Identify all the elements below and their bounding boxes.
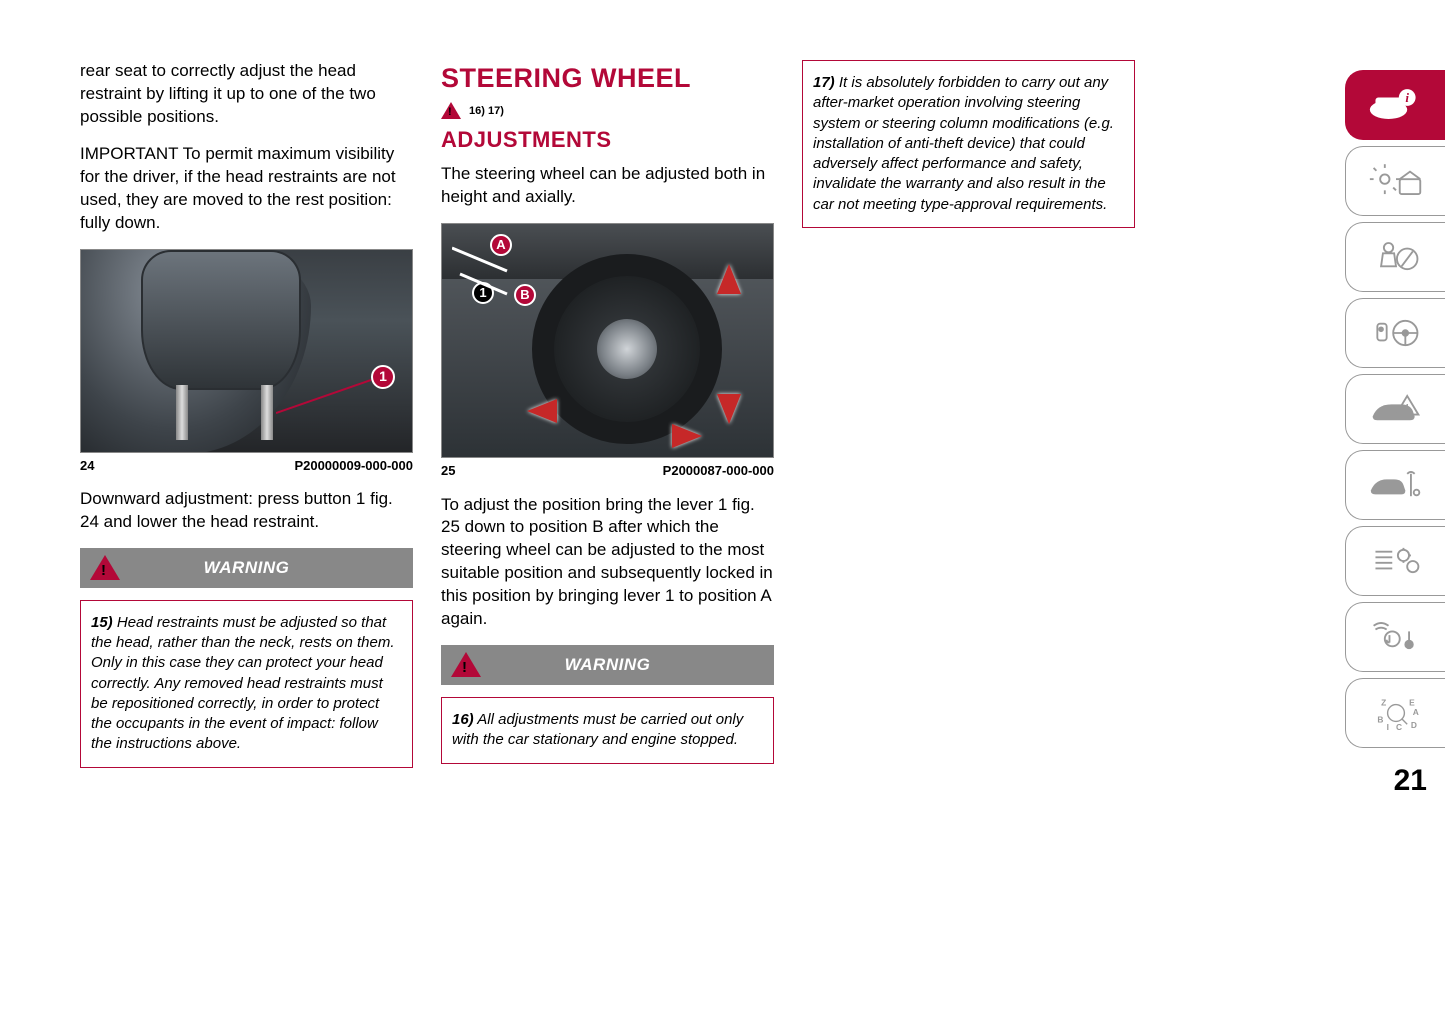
figure-caption: 25 P2000087-000-000 bbox=[441, 462, 774, 480]
page-number: 21 bbox=[1345, 764, 1445, 798]
ref-numbers: 16) 17) bbox=[469, 104, 504, 119]
figure-25-steering-wheel: A B 1 bbox=[441, 223, 774, 458]
svg-text:I: I bbox=[1386, 722, 1388, 732]
figure-number: 25 bbox=[441, 462, 455, 480]
column-2: STEERING WHEEL 16) 17) ADJUSTMENTS The s… bbox=[441, 60, 774, 782]
svg-text:D: D bbox=[1410, 720, 1416, 730]
figure-ref: P2000087-000-000 bbox=[663, 462, 774, 480]
manual-page: rear seat to correctly adjust the head r… bbox=[0, 0, 1445, 812]
column-1: rear seat to correctly adjust the head r… bbox=[80, 60, 413, 782]
warning-header: WARNING bbox=[441, 645, 774, 685]
body-text: The steering wheel can be adjusted both … bbox=[441, 163, 774, 209]
warning-box-16: 16) All adjustments must be carried out … bbox=[441, 697, 774, 764]
body-text: To adjust the position bring the lever 1… bbox=[441, 494, 774, 632]
body-text: Downward adjustment: press button 1 fig.… bbox=[80, 488, 413, 534]
svg-text:A: A bbox=[1412, 707, 1418, 717]
tab-steering[interactable] bbox=[1345, 298, 1445, 368]
svg-text:B: B bbox=[1377, 714, 1383, 724]
warning-triangle-icon bbox=[90, 555, 120, 580]
subsection-heading: ADJUSTMENTS bbox=[441, 125, 774, 155]
warning-text: Head restraints must be adjusted so that… bbox=[91, 614, 395, 753]
warning-text: All adjustments must be carried out only… bbox=[452, 711, 743, 748]
tab-multimedia[interactable] bbox=[1345, 602, 1445, 672]
tab-lights[interactable] bbox=[1345, 146, 1445, 216]
svg-text:C: C bbox=[1396, 722, 1402, 732]
tab-emergency[interactable]: ! bbox=[1345, 374, 1445, 444]
figure-24-headrest: 1 bbox=[80, 249, 413, 453]
warning-triangle-icon bbox=[441, 102, 461, 119]
svg-text:i: i bbox=[1405, 90, 1409, 105]
body-text: rear seat to correctly adjust the head r… bbox=[80, 60, 413, 129]
warning-number: 16) bbox=[452, 711, 474, 728]
section-heading: STEERING WHEEL bbox=[441, 60, 774, 96]
warning-box-17: 17) It is absolutely forbidden to carry … bbox=[802, 60, 1135, 228]
figure-ref: P20000009-000-000 bbox=[294, 457, 413, 475]
body-text: IMPORTANT To permit maximum visibility f… bbox=[80, 143, 413, 235]
tab-info-active[interactable]: i bbox=[1345, 70, 1445, 140]
warning-label: WARNING bbox=[441, 654, 774, 677]
warning-refs: 16) 17) bbox=[441, 102, 774, 119]
warning-label: WARNING bbox=[80, 557, 413, 580]
svg-text:!: ! bbox=[1405, 403, 1408, 414]
warning-number: 17) bbox=[813, 74, 835, 91]
tab-index[interactable]: ZEABICD bbox=[1345, 678, 1445, 748]
warning-triangle-icon bbox=[451, 652, 481, 677]
figure-number: 24 bbox=[80, 457, 94, 475]
tab-safety[interactable] bbox=[1345, 222, 1445, 292]
svg-text:Z: Z bbox=[1381, 698, 1386, 708]
warning-text: It is absolutely forbidden to carry out … bbox=[813, 74, 1114, 213]
column-3: 17) It is absolutely forbidden to carry … bbox=[802, 60, 1135, 782]
warning-box-15: 15) Head restraints must be adjusted so … bbox=[80, 600, 413, 768]
figure-caption: 24 P20000009-000-000 bbox=[80, 457, 413, 475]
tab-specs[interactable] bbox=[1345, 526, 1445, 596]
warning-number: 15) bbox=[91, 614, 113, 631]
tab-service[interactable] bbox=[1345, 450, 1445, 520]
section-tabs-sidebar: i ! ZEABICD 21 bbox=[1345, 70, 1445, 798]
warning-header: WARNING bbox=[80, 548, 413, 588]
